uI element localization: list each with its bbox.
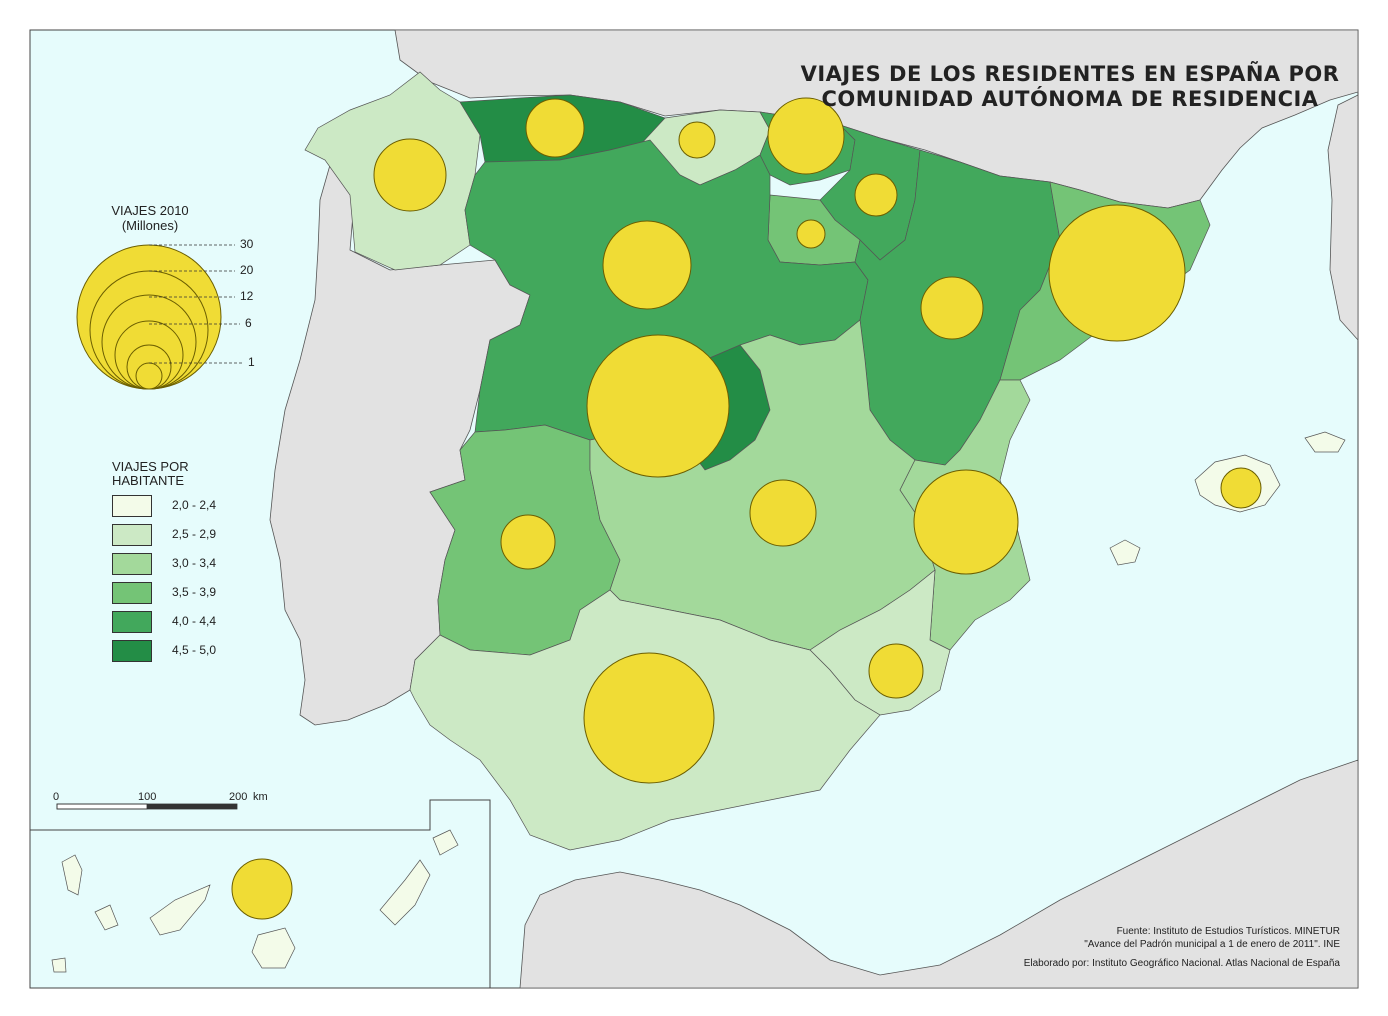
bubble-andalucia <box>583 652 715 784</box>
bubble-madrid <box>586 334 730 478</box>
size-legend-title: VIAJES 2010 (Millones) <box>70 203 230 233</box>
size-legend-heading: VIAJES 2010 <box>111 203 189 218</box>
choropleth-legend-swatch <box>112 582 152 604</box>
map-title-line1: VIAJES DE LOS RESIDENTES EN ESPAÑA POR <box>800 62 1340 86</box>
choropleth-legend-label: 2,0 - 2,4 <box>172 498 217 512</box>
map-title-line2: COMUNIDAD AUTÓNOMA DE RESIDENCIA <box>821 87 1319 111</box>
choropleth-legend-label: 2,5 - 2,9 <box>172 527 217 541</box>
sardinia <box>1327 94 1359 342</box>
size-legend-value: 20 <box>240 263 254 277</box>
bubble-la-rioja <box>796 219 826 249</box>
choropleth-legend-title: VIAJES POR HABITANTE <box>112 460 189 488</box>
size-legend-units: (Millones) <box>121 218 179 233</box>
bubbles <box>231 97 1262 920</box>
credits-author: Elaborado por: Instituto Geográfico Naci… <box>1023 958 1340 969</box>
scale-tick-100: 100 <box>138 791 157 803</box>
bubble-baleares <box>1220 467 1262 509</box>
choropleth-legend-swatch <box>112 553 152 575</box>
scale-unit: km <box>253 791 268 803</box>
bubble-extremadura <box>500 514 556 570</box>
bubble-canarias <box>231 858 293 920</box>
canary-islands <box>51 829 459 973</box>
bubble-cataluna <box>1048 204 1186 342</box>
bubble-aragon <box>920 276 984 340</box>
choropleth-legend-swatch <box>112 611 152 633</box>
size-legend-value: 30 <box>240 237 254 251</box>
bubble-valencia <box>913 469 1019 575</box>
choropleth-legend-swatch <box>112 495 152 517</box>
bubble-pais-vasco <box>767 97 845 175</box>
map-title: VIAJES DE LOS RESIDENTES EN ESPAÑA POR C… <box>800 62 1340 112</box>
choropleth-legend-swatch <box>112 524 152 546</box>
choropleth-legend-label: 4,0 - 4,4 <box>172 614 217 628</box>
island-ibiza <box>1109 539 1141 566</box>
bubble-asturias <box>525 98 585 158</box>
africa <box>519 759 1359 989</box>
size-legend-value: 1 <box>248 355 255 369</box>
credits-source-2: "Avance del Padrón municipal a 1 de ener… <box>1084 939 1340 950</box>
credits-source: Fuente: Instituto de Estudios Turísticos… <box>1116 926 1340 937</box>
choropleth-legend-label: 3,5 - 3,9 <box>172 585 217 599</box>
bubble-cantabria <box>678 121 716 159</box>
choropleth-legend-swatch <box>112 640 152 662</box>
credits: Fuente: Instituto de Estudios Turísticos… <box>1024 925 1340 970</box>
choropleth-legend-title-line1: VIAJES POR <box>112 459 189 474</box>
choropleth-legend-label: 3,0 - 3,4 <box>172 556 217 570</box>
scale-tick-200: 200 <box>229 791 248 803</box>
size-legend-value: 6 <box>245 316 252 330</box>
bubble-murcia <box>868 643 924 699</box>
choropleth-legend-title-line2: HABITANTE <box>112 473 184 488</box>
bubble-castilla-leon <box>602 220 692 310</box>
size-legend-leaders <box>149 244 243 364</box>
bubble-castilla-la-mancha <box>749 479 817 547</box>
scale-bar <box>56 803 238 810</box>
bubble-galicia <box>373 138 447 212</box>
size-legend-value: 12 <box>240 289 254 303</box>
size-legend-circles <box>76 244 222 390</box>
scale-tick-0: 0 <box>53 791 60 803</box>
choropleth-legend-label: 4,5 - 5,0 <box>172 643 217 657</box>
island-menorca <box>1304 431 1346 453</box>
bubble-navarra <box>854 173 898 217</box>
